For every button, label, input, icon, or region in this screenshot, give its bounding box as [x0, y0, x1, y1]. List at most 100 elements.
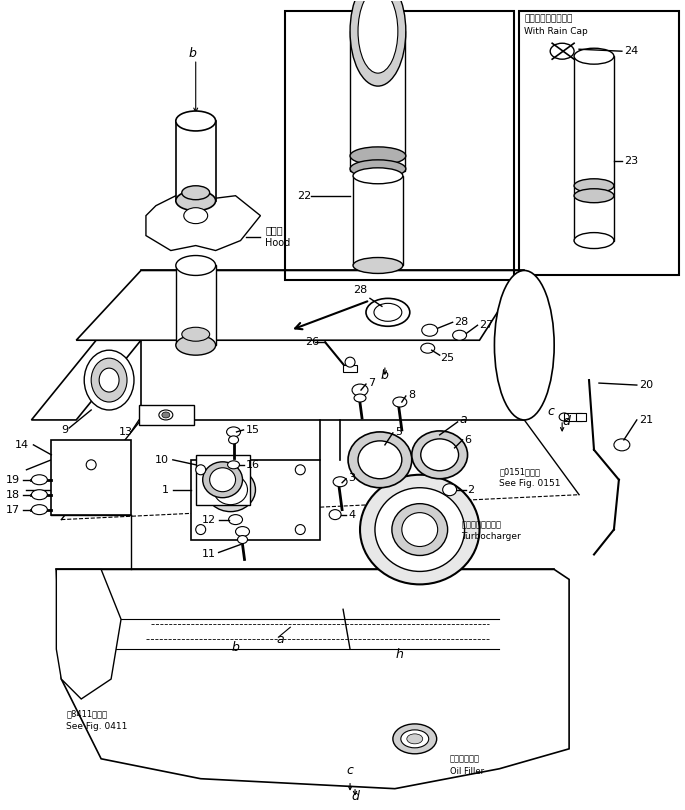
Ellipse shape [333, 477, 347, 487]
Ellipse shape [32, 505, 47, 514]
Text: 24: 24 [624, 46, 638, 56]
Ellipse shape [227, 461, 240, 469]
Text: 1: 1 [162, 484, 169, 495]
Ellipse shape [352, 384, 368, 396]
Ellipse shape [348, 432, 412, 488]
Polygon shape [32, 340, 141, 420]
Ellipse shape [91, 358, 127, 402]
Ellipse shape [393, 724, 436, 754]
Ellipse shape [32, 475, 47, 484]
Ellipse shape [574, 232, 614, 249]
Ellipse shape [32, 490, 47, 500]
Bar [350, 32, 405, 171]
Text: 12: 12 [201, 514, 216, 525]
Bar [574, 56, 614, 241]
Text: 21: 21 [639, 415, 653, 425]
Ellipse shape [574, 179, 614, 193]
Text: 3: 3 [348, 473, 355, 483]
Text: c: c [347, 765, 353, 778]
Text: 16: 16 [245, 460, 260, 470]
Text: h: h [396, 648, 403, 661]
Text: a: a [460, 413, 467, 426]
Bar [286, 11, 514, 280]
Ellipse shape [184, 207, 208, 224]
Ellipse shape [162, 412, 170, 418]
Text: 2: 2 [468, 484, 475, 495]
Polygon shape [56, 569, 569, 789]
Text: d: d [562, 416, 570, 428]
Ellipse shape [176, 111, 216, 131]
Text: 10: 10 [155, 454, 169, 465]
Text: 8: 8 [408, 390, 415, 400]
Bar [196, 455, 251, 505]
Text: 4: 4 [348, 509, 356, 520]
Text: 28: 28 [455, 318, 469, 327]
Text: 7: 7 [368, 378, 375, 388]
Text: 9: 9 [61, 425, 68, 435]
Text: Hood: Hood [265, 237, 290, 248]
Ellipse shape [421, 343, 435, 353]
Ellipse shape [229, 514, 242, 525]
Text: 17: 17 [5, 505, 19, 514]
Ellipse shape [182, 185, 210, 200]
Ellipse shape [176, 335, 216, 355]
Ellipse shape [182, 327, 210, 341]
Ellipse shape [196, 525, 206, 535]
Ellipse shape [214, 475, 247, 505]
Text: 27: 27 [479, 320, 494, 330]
Ellipse shape [375, 488, 464, 571]
Ellipse shape [86, 460, 96, 470]
Text: 28: 28 [353, 285, 367, 296]
Text: See Fig. 0411: See Fig. 0411 [66, 723, 127, 731]
Ellipse shape [614, 439, 630, 451]
Ellipse shape [350, 160, 406, 177]
Text: 22: 22 [297, 190, 312, 201]
Text: 15: 15 [245, 425, 260, 435]
Ellipse shape [196, 465, 206, 475]
Bar [576, 413, 586, 421]
Ellipse shape [574, 49, 614, 64]
Text: 5: 5 [395, 427, 402, 437]
Bar [51, 440, 131, 514]
Text: b: b [232, 641, 240, 654]
Ellipse shape [238, 535, 247, 544]
Ellipse shape [236, 526, 249, 536]
Text: d: d [351, 790, 359, 804]
Text: 11: 11 [201, 549, 216, 560]
Text: c: c [547, 406, 554, 419]
Bar [353, 176, 403, 266]
Ellipse shape [210, 468, 236, 492]
Text: 14: 14 [15, 440, 29, 450]
Ellipse shape [350, 147, 406, 164]
Bar [190, 460, 320, 539]
Bar [343, 365, 357, 372]
Ellipse shape [354, 394, 366, 402]
Text: a: a [277, 633, 284, 646]
Bar [139, 405, 194, 425]
Text: Oil Filler: Oil Filler [449, 767, 484, 776]
Ellipse shape [412, 431, 468, 479]
Ellipse shape [495, 271, 554, 420]
Ellipse shape [421, 439, 458, 471]
Text: 23: 23 [624, 156, 638, 166]
Bar [564, 413, 582, 421]
Text: レインキャップ付き: レインキャップ付き [524, 15, 573, 23]
Ellipse shape [453, 330, 466, 340]
Bar [519, 11, 679, 275]
Text: See Fig. 0151: See Fig. 0151 [499, 480, 561, 488]
Text: 第8411図参照: 第8411図参照 [66, 710, 108, 718]
Ellipse shape [295, 465, 306, 475]
Ellipse shape [402, 513, 438, 547]
Ellipse shape [574, 189, 614, 202]
Ellipse shape [353, 168, 403, 184]
Text: With Rain Cap: With Rain Cap [524, 27, 588, 36]
Ellipse shape [176, 190, 216, 211]
Ellipse shape [407, 734, 423, 744]
Text: 6: 6 [464, 435, 471, 445]
Ellipse shape [353, 258, 403, 274]
Text: オイルフィラ: オイルフィラ [449, 754, 479, 763]
Text: 図0151を参照: 図0151を参照 [499, 467, 540, 476]
Text: 19: 19 [5, 475, 19, 484]
Ellipse shape [206, 468, 256, 512]
Text: b: b [189, 47, 197, 60]
